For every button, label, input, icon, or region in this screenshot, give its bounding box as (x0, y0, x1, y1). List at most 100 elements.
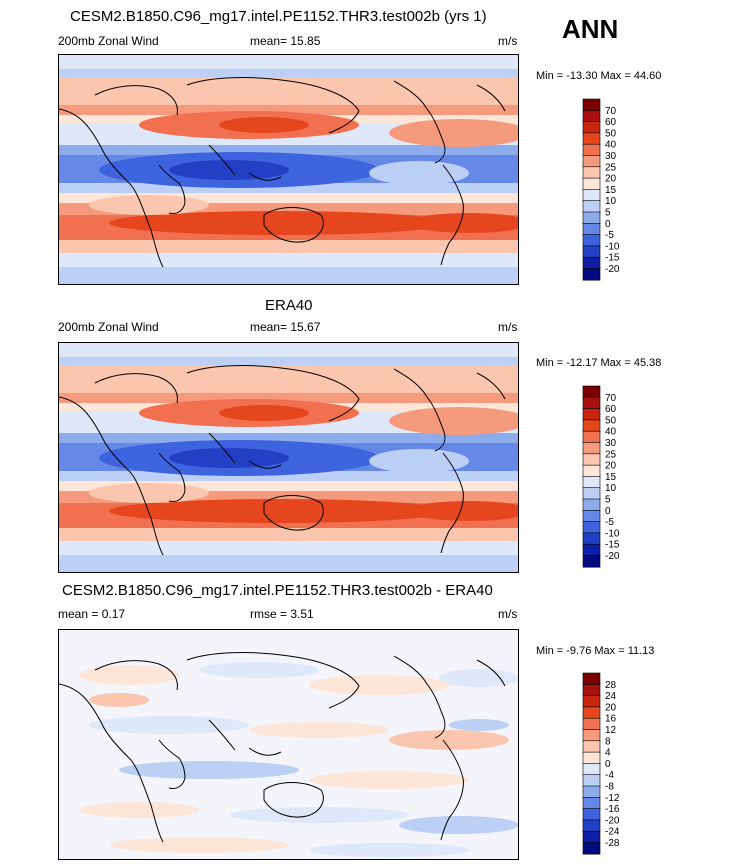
panel-1-colorbar-box (582, 245, 601, 258)
jet-core (409, 213, 518, 233)
panel-1-colorbar-box (582, 189, 601, 202)
coastline (59, 108, 164, 268)
field-band (59, 240, 518, 253)
panel-3-colorbar-box (582, 717, 601, 731)
panel-2-colorbar-tick-label: -15 (605, 540, 620, 551)
panel-3-colorbar-tick-label: 8 (605, 736, 611, 747)
coastline (476, 84, 506, 112)
coastline (263, 207, 324, 243)
field-blob (439, 669, 518, 687)
jet-core (109, 211, 449, 235)
panel-1-mean-label: mean= 15.85 (250, 34, 321, 48)
panel-3-colorbar-box (582, 797, 601, 810)
coastline (440, 164, 464, 266)
panel-1-title: CESM2.B1850.C96_mg17.intel.PE1152.THR3.t… (70, 8, 487, 25)
coastline (263, 495, 324, 531)
panel-1-colorbar-tick-label: 70 (605, 106, 617, 117)
field-blob (309, 843, 469, 857)
panel-2-colorbar-box (582, 442, 601, 455)
panel-3-colorbar-tick-label: -20 (605, 815, 620, 826)
panel-2-colorbar-box (582, 521, 601, 534)
panel-2-colorbar-box (582, 430, 601, 444)
panel-2-colorbar-tick-label: 70 (605, 393, 617, 404)
panel-1-colorbar-box (582, 166, 601, 179)
panel-2-colorbar-box (582, 555, 601, 568)
panel-2-left-label: 200mb Zonal Wind (58, 320, 159, 334)
panel-1-colorbar-tick-label: 30 (605, 151, 617, 162)
panel-1-colorbar-box (582, 110, 601, 123)
panel-1-field (59, 55, 518, 284)
field-blob (89, 716, 249, 734)
panel-2-colorbar-box (582, 487, 601, 500)
jet-core (409, 501, 518, 521)
panel-2-colorbar-box (582, 476, 601, 489)
coastline (94, 660, 178, 691)
coastline (59, 396, 164, 556)
panel-2-colorbar-box (582, 464, 601, 478)
coastline (186, 77, 360, 134)
field-band (59, 471, 518, 481)
panel-3-rmse-label: rmse = 3.51 (250, 607, 314, 621)
jet-core (219, 117, 309, 133)
panel-1-colorbar-box (582, 155, 601, 168)
easterly-core (169, 160, 289, 180)
panel-3-colorbar-box (582, 729, 601, 742)
panel-1-colorbar: 70 60 50 40 30 25 20 15 10 5 0 -5 -10 -15 -20 (581, 98, 641, 283)
panel-2-colorbar-tick-label: 30 (605, 438, 617, 449)
panel-1-colorbar-box (582, 211, 601, 224)
field-band (59, 393, 518, 403)
field-blob (119, 761, 299, 779)
panel-3-colorbar-tick-label: -8 (605, 782, 614, 793)
field-blob (309, 771, 469, 789)
field-band (59, 253, 518, 267)
field-band (59, 433, 518, 443)
panel-2-colorbar-tick-label: 0 (605, 506, 611, 517)
field-blob (229, 807, 409, 823)
field-blob (89, 483, 209, 503)
panel-1-colorbar-tick-label: 5 (605, 208, 611, 219)
field-band (59, 343, 518, 357)
coastline (440, 452, 464, 554)
panel-2-mean-label: mean= 15.67 (250, 320, 321, 334)
coastline (476, 372, 506, 400)
panel-3-colorbar: 28 24 20 16 12 8 4 0 -4 -8 -12 -16 -20 -24 -28 (581, 672, 641, 857)
jet-core (389, 119, 518, 147)
coastline (440, 739, 464, 841)
panel-1-colorbar-tick-label: 10 (605, 196, 617, 207)
panel-3-colorbar-box (582, 763, 601, 776)
panel-3-min-max: Min = -9.76 Max = 11.13 (536, 645, 655, 657)
panel-3-colorbar-box (582, 819, 601, 832)
panel-1-colorbar-box (582, 256, 601, 270)
panel-1-colorbar-tick-label: -15 (605, 253, 620, 264)
panel-2-colorbar-tick-label: 5 (605, 495, 611, 506)
panel-3-colorbar-box (582, 842, 601, 855)
panel-3-colorbar-tick-label: 24 (605, 691, 617, 702)
jet-core (389, 407, 518, 435)
field-blob (89, 693, 149, 707)
panel-2-colorbar-box (582, 453, 601, 466)
panel-3-colorbar-tick-label: -16 (605, 804, 620, 815)
coastline (186, 365, 360, 422)
field-band (59, 183, 518, 193)
panel-3-colorbar-box (582, 774, 601, 787)
field-band (59, 69, 518, 77)
panel-2-colorbar: 70 60 50 40 30 25 20 15 10 5 0 -5 -10 -15 -20 (581, 385, 641, 570)
coastline (158, 739, 186, 789)
panel-1-colorbar-tick-label: 40 (605, 140, 617, 151)
season-label: ANN (562, 14, 619, 44)
panel-1-colorbar-box (582, 98, 601, 111)
panel-3-colorbar-tick-label: 20 (605, 702, 617, 713)
panel-1-colorbar-tick-label: 0 (605, 219, 611, 230)
panel-2-units: m/s (498, 320, 518, 334)
field-band (59, 365, 518, 393)
field-band (59, 528, 518, 541)
panel-3-colorbar-tick-label: 12 (605, 725, 617, 736)
coastline (158, 164, 186, 214)
panel-2-colorbar-tick-label: 10 (605, 483, 617, 494)
panel-1-colorbar-tick-label: 50 (605, 128, 617, 139)
panel-3-colorbar-box (582, 672, 601, 685)
panel-2-colorbar-tick-label: 15 (605, 472, 617, 483)
panel-3-colorbar-box (582, 695, 601, 708)
